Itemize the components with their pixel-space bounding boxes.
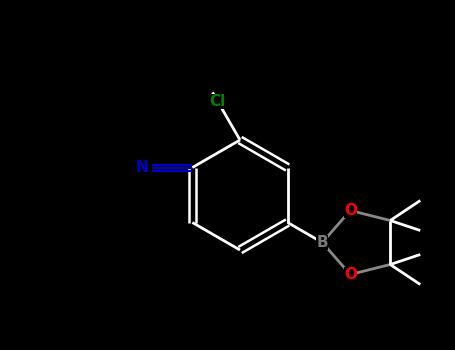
Text: O: O bbox=[344, 203, 357, 218]
Text: B: B bbox=[317, 235, 328, 250]
Text: O: O bbox=[344, 267, 357, 282]
Text: Cl: Cl bbox=[209, 93, 226, 108]
Text: N: N bbox=[136, 160, 149, 175]
